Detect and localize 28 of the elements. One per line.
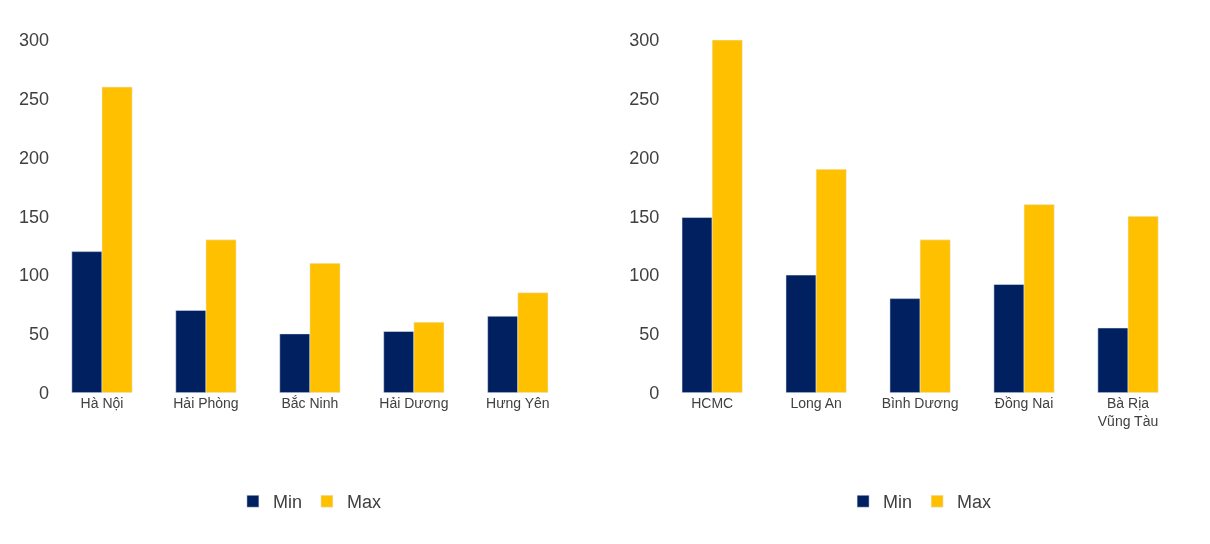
x-tick-label: Bình Dương: [881, 394, 959, 411]
y-tick-label: 100: [629, 265, 660, 286]
y-tick-label: 250: [629, 89, 660, 110]
y-tick-label: 150: [18, 206, 49, 227]
x-tick-label: Hải Phòng: [173, 394, 239, 411]
legend-label: Max: [346, 492, 381, 513]
x-tick-label: Hưng Yên: [486, 394, 550, 411]
x-tick-label: Đồng Nai: [994, 394, 1054, 411]
y-tick-label: 300: [629, 30, 660, 51]
y-tick-label: 250: [18, 89, 49, 110]
x-tick-label: Bà Rịa Vũng Tàu: [1097, 394, 1159, 429]
legend-label: Max: [957, 492, 992, 513]
legend-label: Min: [883, 492, 913, 513]
y-tick-label: 50: [639, 324, 660, 345]
y-tick-label: 50: [28, 324, 49, 345]
y-tick-label: 300: [18, 30, 49, 51]
x-tick-label: Long An: [790, 394, 842, 411]
legend-label: Min: [272, 492, 302, 513]
y-tick-label: 200: [629, 147, 660, 168]
y-tick-label: 0: [38, 382, 49, 403]
y-tick-label: 150: [629, 206, 660, 227]
y-tick-label: 0: [649, 382, 660, 403]
x-tick-label: Hải Dương: [379, 394, 449, 411]
x-tick-label: Hà Nội: [80, 394, 124, 411]
x-tick-label: HCMC: [691, 394, 734, 411]
x-tick-label: Bắc Ninh: [281, 394, 339, 411]
y-tick-label: 100: [18, 265, 49, 286]
y-tick-label: 200: [18, 147, 49, 168]
